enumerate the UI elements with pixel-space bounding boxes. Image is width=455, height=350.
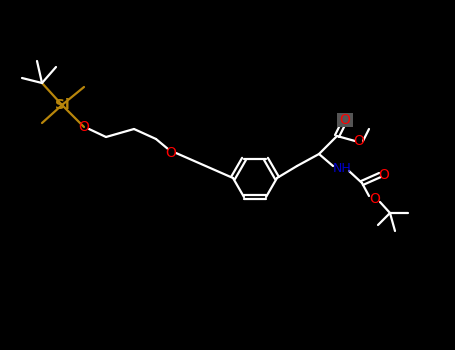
Text: O: O (79, 120, 90, 134)
FancyBboxPatch shape (337, 113, 353, 127)
Text: O: O (339, 113, 350, 127)
Text: NH: NH (333, 162, 351, 175)
Text: O: O (379, 168, 389, 182)
Text: O: O (354, 134, 364, 148)
Text: O: O (166, 146, 177, 160)
Text: O: O (369, 192, 380, 206)
Text: Si: Si (55, 98, 69, 112)
